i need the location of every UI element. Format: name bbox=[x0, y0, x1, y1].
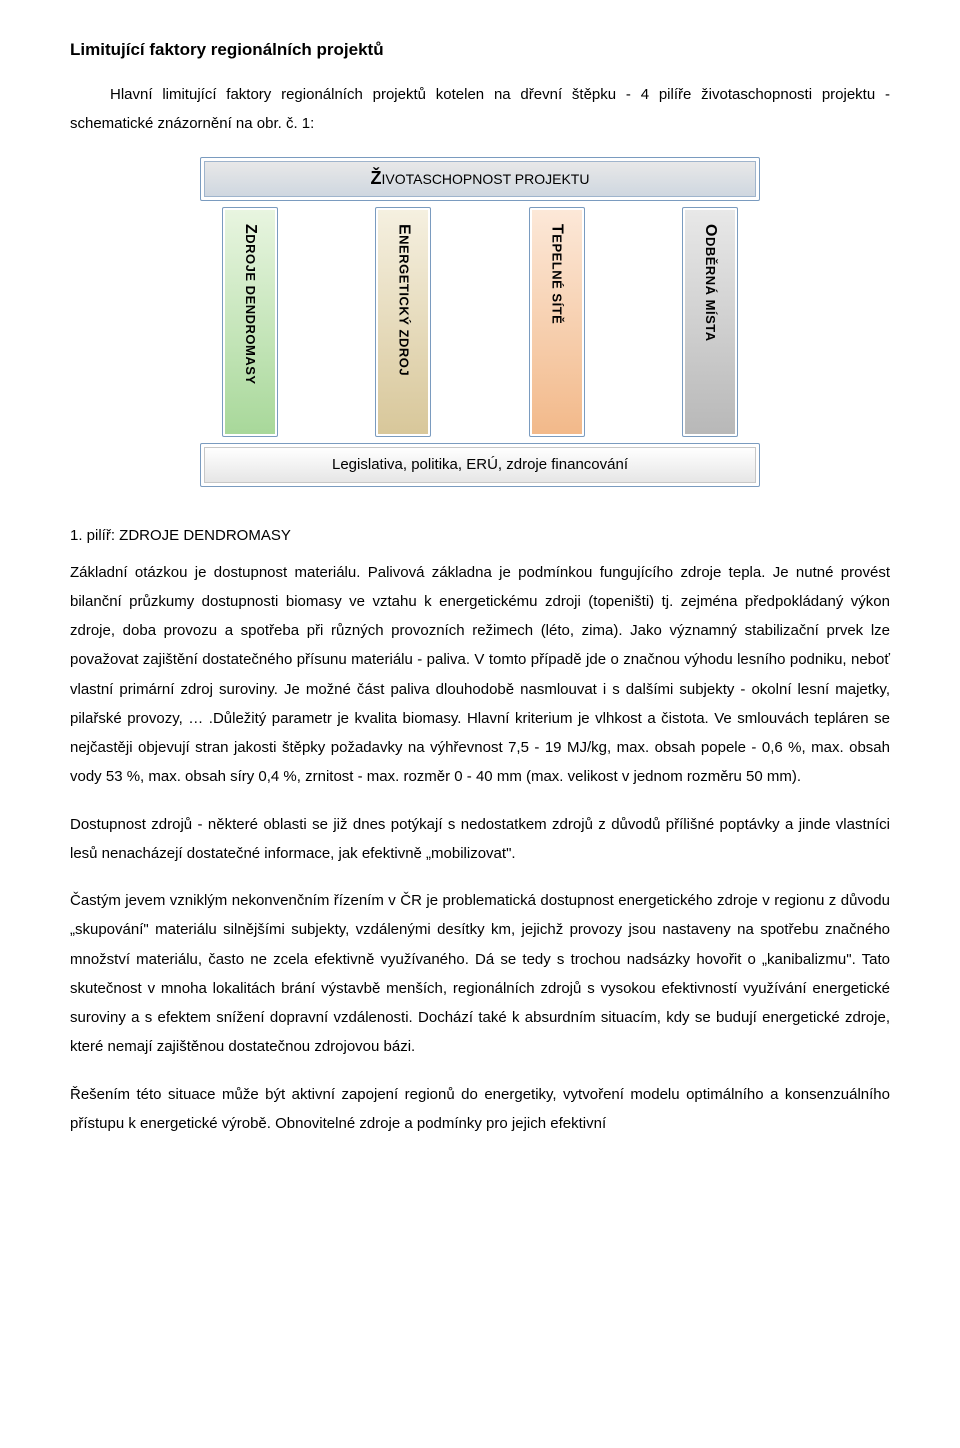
diagram-bottom-label: Legislativa, politika, ERÚ, zdroje finan… bbox=[204, 447, 756, 483]
intro-paragraph: Hlavní limitující faktory regionálních p… bbox=[70, 80, 890, 139]
diagram-pillars-row: ZDROJE DENDROMASY ENERGETICKÝ ZDROJ TEPELN… bbox=[200, 207, 760, 437]
pillar-1-label: ZDROJE DENDROMASY bbox=[241, 210, 259, 385]
pillar-4-fill: ODBĚRNÁ MÍSTA bbox=[685, 210, 735, 434]
pillar-4: ODBĚRNÁ MÍSTA bbox=[682, 207, 738, 437]
pillar-2: ENERGETICKÝ ZDROJ bbox=[375, 207, 431, 437]
pillar-1-fill: ZDROJE DENDROMASY bbox=[225, 210, 275, 434]
pillar-3: TEPELNÉ SÍTĚ bbox=[529, 207, 585, 437]
paragraph-1: Základní otázkou je dostupnost materiálu… bbox=[70, 558, 890, 792]
pillar-3-label: TEPELNÉ SÍTĚ bbox=[548, 210, 566, 324]
pillar-2-label: ENERGETICKÝ ZDROJ bbox=[394, 210, 412, 376]
four-pillars-diagram: ŽIVOTASCHOPNOST PROJEKTU ZDROJE DENDROMA… bbox=[200, 157, 760, 487]
diagram-top-label: ŽIVOTASCHOPNOST PROJEKTU bbox=[204, 161, 756, 197]
pillar-1: ZDROJE DENDROMASY bbox=[222, 207, 278, 437]
pillar-4-label: ODBĚRNÁ MÍSTA bbox=[701, 210, 719, 342]
pillar-2-fill: ENERGETICKÝ ZDROJ bbox=[378, 210, 428, 434]
page-title: Limitující faktory regionálních projektů bbox=[70, 40, 890, 60]
pillar-3-fill: TEPELNÉ SÍTĚ bbox=[532, 210, 582, 434]
pillar-1-heading: 1. pilíř: ZDROJE DENDROMASY bbox=[70, 527, 890, 544]
paragraph-4: Řešením této situace může být aktivní za… bbox=[70, 1080, 890, 1139]
diagram-top-bar: ŽIVOTASCHOPNOST PROJEKTU bbox=[200, 157, 760, 201]
paragraph-2: Dostupnost zdrojů - některé oblasti se j… bbox=[70, 810, 890, 869]
paragraph-3: Častým jevem vzniklým nekonvenčním řízen… bbox=[70, 886, 890, 1062]
diagram-bottom-bar: Legislativa, politika, ERÚ, zdroje finan… bbox=[200, 443, 760, 487]
